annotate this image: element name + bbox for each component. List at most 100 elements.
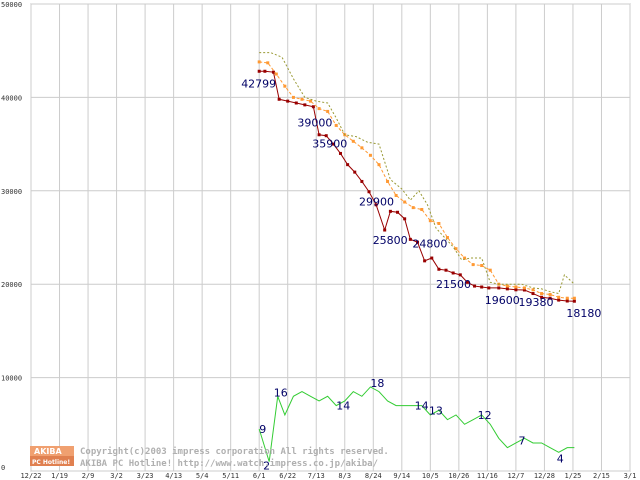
price-data-label: 19600: [485, 294, 520, 307]
series-point-1: [317, 107, 321, 111]
grid: [30, 3, 631, 472]
series-point-1: [548, 292, 552, 296]
copyright-line: Copyright(c)2003 impress corporation All…: [80, 446, 389, 457]
x-tick-label: 2/9: [82, 472, 95, 480]
akiba-logo-lower: [30, 456, 74, 466]
series-point-0: [408, 237, 412, 241]
price-data-label: 18180: [566, 307, 601, 320]
series-point-0: [423, 259, 427, 263]
x-tick-label: 12/7: [507, 472, 524, 480]
series-point-0: [540, 295, 544, 299]
series-point-0: [557, 298, 561, 302]
count-data-label: 14: [415, 400, 429, 413]
series-point-0: [514, 288, 518, 292]
series-point-0: [480, 285, 484, 289]
series-point-0: [331, 142, 335, 146]
series-point-0: [388, 209, 392, 213]
series-point-0: [311, 105, 315, 109]
series-point-0: [403, 217, 407, 221]
series-point-0: [473, 284, 477, 288]
series-point-1: [437, 221, 441, 225]
series-point-1: [505, 284, 509, 288]
series-line-0: [259, 70, 575, 302]
series-point-0: [263, 69, 267, 73]
price-data-label: 19380: [518, 296, 553, 309]
x-tick-label: 1/25: [565, 472, 582, 480]
series-point-1: [300, 97, 304, 101]
price-data-label: 21500: [436, 278, 471, 291]
series-point-0: [487, 286, 491, 290]
series-point-1: [420, 207, 424, 211]
series-point-0: [565, 299, 569, 303]
y-tick-label: 10000: [1, 375, 22, 383]
series-point-1: [522, 286, 526, 290]
x-tick-label: 8/24: [365, 472, 382, 480]
series-point-0: [444, 268, 448, 272]
series-point-1: [488, 268, 492, 272]
series-point-0: [303, 103, 307, 107]
count-data-label: 9: [259, 423, 266, 436]
series-point-1: [445, 236, 449, 239]
x-tick-label: 5/11: [222, 472, 239, 480]
series-point-0: [572, 299, 576, 303]
x-tick-label: 2/15: [593, 472, 610, 480]
series-point-0: [286, 99, 290, 103]
series-point-0: [257, 69, 261, 73]
series-point-1: [394, 193, 398, 197]
x-tick-label: 3/23: [137, 472, 154, 480]
series-point-0: [497, 286, 501, 290]
count-data-label: 12: [478, 409, 492, 422]
series-point-1: [514, 285, 518, 289]
price-data-label: 29900: [359, 196, 394, 209]
series-point-1: [326, 109, 330, 113]
price-data-label: 42799: [241, 77, 276, 90]
series-point-1: [531, 288, 535, 292]
series-point-0: [437, 267, 441, 271]
x-tick-label: 3/1: [624, 472, 637, 480]
count-data-label: 2: [263, 460, 270, 473]
data-labels: 42799 39000 35900 29900 25800 24800 21500 19600…: [241, 77, 601, 472]
url-line: AKIBA PC Hotline! http://www.watch.impre…: [80, 458, 378, 469]
series-point-0: [277, 97, 281, 101]
series-point-0: [465, 280, 469, 284]
x-tick-label: 9/14: [393, 472, 410, 480]
logo-top-text: AKIBA: [34, 447, 62, 456]
y-tick-label: 50000: [1, 1, 22, 9]
count-data-label: 18: [370, 377, 384, 390]
series-point-1: [309, 99, 313, 103]
akiba-logo: [30, 446, 74, 456]
series-point-0: [430, 256, 434, 260]
series-point-1: [403, 200, 407, 204]
y-tick-label: 40000: [1, 94, 22, 102]
series-point-0: [383, 228, 387, 232]
x-tick-label: 4/13: [165, 472, 182, 480]
series-point-0: [522, 288, 526, 292]
series-lines: [257, 52, 576, 462]
series-point-0: [324, 134, 328, 138]
count-data-label: 13: [429, 404, 443, 417]
copyright-watermark: AKIBA PC Hotline! Copyright(c)2003 impre…: [30, 446, 389, 469]
logo-bottom-text: PC Hotline!: [32, 459, 70, 466]
series-point-0: [367, 190, 371, 194]
y-tick-label: 20000: [1, 281, 22, 289]
price-data-label: 24800: [412, 237, 447, 250]
series-point-0: [360, 179, 364, 183]
price-data-label: 35900: [312, 138, 347, 151]
series-point-1: [257, 60, 261, 64]
series-point-1: [428, 219, 432, 223]
series-point-1: [368, 153, 372, 157]
series-point-0: [415, 240, 419, 244]
series-point-1: [334, 123, 338, 127]
series-point-1: [565, 296, 569, 300]
series-point-0: [317, 133, 321, 137]
x-tick-label: 10/5: [422, 472, 439, 480]
count-data-label: 16: [274, 386, 288, 399]
series-point-1: [411, 206, 415, 210]
price-data-label: 25800: [373, 234, 408, 247]
series-point-1: [471, 263, 475, 267]
series-point-1: [480, 264, 484, 268]
y-tick-label: 30000: [1, 188, 22, 196]
count-data-label: 4: [557, 452, 564, 465]
series-point-1: [274, 72, 278, 76]
series-point-1: [377, 163, 381, 167]
